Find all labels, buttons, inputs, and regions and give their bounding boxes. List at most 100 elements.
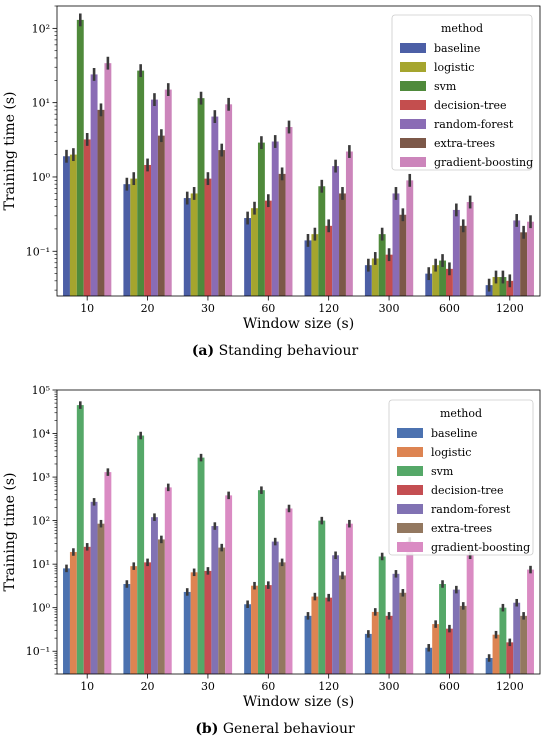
chart0-bar-baseline-20	[123, 184, 131, 296]
chart0-bar-gradient-boosting-10	[104, 63, 112, 296]
chart1-bar-gradient-boosting-60	[285, 508, 293, 674]
chart1-y-tick-label: 10⁰	[32, 602, 51, 615]
chart1-bar-baseline-30	[183, 591, 191, 674]
chart1-bar-svm-120	[318, 520, 326, 674]
caption-letter-standing: (a)	[191, 343, 215, 359]
chart0-x-tick-label: 60	[261, 302, 275, 315]
chart1-bar-decision-tree-60	[264, 585, 272, 674]
chart1-y-tick-label: 10³	[32, 471, 50, 484]
chart1-bar-random-forest-10	[90, 501, 98, 674]
chart1-bar-logistic-30	[190, 572, 198, 674]
chart1-x-tick-label: 60	[261, 680, 275, 693]
chart0-bar-baseline-600	[425, 273, 433, 296]
chart0-legend-swatch-svm	[400, 81, 426, 91]
chart0-bar-gradient-boosting-30	[225, 104, 233, 296]
chart1-bar-extra-trees-300	[399, 592, 407, 674]
chart0-legend-label-logistic: logistic	[434, 61, 474, 74]
chart0-legend-label-extra-trees: extra-trees	[434, 137, 495, 150]
chart1-legend-label-decision-tree: decision-tree	[431, 484, 504, 497]
chart0-bar-logistic-20	[130, 178, 138, 296]
chart0-y-axis-label: Training time (s)	[2, 92, 18, 211]
chart0-bar-baseline-60	[244, 218, 252, 296]
chart0-bar-svm-10	[76, 19, 84, 297]
chart1-legend-label-logistic: logistic	[431, 446, 471, 459]
chart0-bar-random-forest-300	[392, 193, 400, 296]
chart1-bar-svm-1200	[499, 607, 507, 674]
chart0-legend-label-gradient-boosting: gradient-boosting	[434, 156, 533, 169]
chart1-bar-decision-tree-20	[144, 562, 152, 674]
chart1-bar-gradient-boosting-120	[345, 523, 353, 674]
chart0-legend-swatch-decision-tree	[400, 100, 426, 110]
chart0-x-tick-label: 120	[318, 302, 339, 315]
chart1-legend-swatch-svm	[397, 466, 423, 476]
chart0-bar-gradient-boosting-1200	[527, 221, 534, 296]
chart0-bar-random-forest-20	[151, 99, 158, 296]
chart0-legend-swatch-extra-trees	[400, 138, 426, 148]
chart0-legend-box	[391, 14, 533, 171]
chart0-bar-logistic-30	[190, 193, 198, 296]
chart1-bar-extra-trees-30	[218, 547, 226, 674]
chart0-x-tick-label: 20	[141, 302, 155, 315]
chart0-x-tick-label: 1200	[496, 302, 524, 315]
chart1-bar-extra-trees-20	[157, 539, 165, 674]
chart0-bar-decision-tree-30	[204, 178, 212, 296]
chart1-y-axis-label: Training time (s)	[2, 473, 18, 592]
chart0-bar-random-forest-600	[452, 209, 460, 296]
chart1-bar-gradient-boosting-20	[164, 487, 172, 674]
chart0-legend-swatch-logistic	[400, 62, 426, 72]
chart0-bar-extra-trees-300	[399, 214, 407, 296]
chart1-plot-frame	[56, 389, 541, 675]
chart0-bar-svm-30	[197, 98, 205, 297]
chart1-x-axis-label: Window size (s)	[243, 694, 354, 710]
chart0-x-tick-label: 600	[439, 302, 460, 315]
chart0-bar-gradient-boosting-600	[466, 202, 474, 296]
chart0-bar-decision-tree-10	[83, 139, 91, 296]
chart0-bar-random-forest-10	[90, 74, 98, 296]
chart1-bar-logistic-60	[251, 585, 258, 674]
chart0-x-tick-label: 30	[201, 302, 215, 315]
chart1-bar-decision-tree-10	[83, 546, 91, 674]
chart1-bar-logistic-600	[432, 624, 440, 674]
chart1-y-tick-label: 10⁵	[32, 384, 50, 397]
chart1-bar-gradient-boosting-600	[466, 555, 474, 674]
chart0-legend-label-svm: svm	[434, 80, 457, 93]
chart1-bar-random-forest-600	[452, 589, 460, 674]
chart1-bar-svm-300	[378, 556, 386, 674]
chart1-x-tick-label: 20	[141, 680, 155, 693]
chart0-bar-decision-tree-300	[385, 254, 393, 296]
caption-standing: (a) Standing behaviour	[0, 343, 550, 359]
chart0-bar-svm-20	[137, 70, 145, 296]
chart0-bar-extra-trees-30	[218, 150, 226, 296]
chart0-bar-random-forest-60	[271, 141, 279, 296]
chart0-bar-extra-trees-1200	[520, 232, 528, 296]
chart0-bar-gradient-boosting-60	[285, 127, 293, 296]
chart1-legend-label-gradient-boosting: gradient-boosting	[431, 541, 530, 554]
chart1-bar-extra-trees-120	[339, 575, 346, 674]
chart1-bar-random-forest-20	[151, 517, 158, 674]
chart0-bar-extra-trees-600	[459, 225, 467, 296]
chart1-bar-svm-20	[137, 435, 145, 674]
chart1-legend-swatch-decision-tree	[397, 485, 423, 495]
chart0-bar-extra-trees-10	[97, 109, 105, 296]
chart0-bar-extra-trees-20	[157, 135, 165, 296]
chart0-bar-gradient-boosting-300	[406, 180, 414, 296]
chart0-bar-extra-trees-60	[278, 173, 286, 296]
chart1-legend-swatch-logistic	[397, 447, 423, 457]
chart0-legend-label-random-forest: random-forest	[434, 118, 514, 131]
chart1-legend-label-baseline: baseline	[431, 427, 477, 440]
caption-general: (b) General behaviour	[0, 721, 550, 737]
chart1-y-tick-label: 10¹	[32, 558, 50, 571]
chart0-bar-baseline-120	[304, 240, 312, 296]
chart1-bar-baseline-120	[304, 615, 312, 674]
chart-panel-standing: 10⁻¹ 10⁰ 10¹ 10² 10 20 30 60 120 300 600 1200 Window…	[0, 0, 550, 368]
chart0-bar-svm-60	[257, 142, 265, 296]
chart1-bar-random-forest-1200	[513, 602, 521, 674]
chart0-bar-random-forest-30	[211, 116, 219, 296]
chart0-bar-extra-trees-120	[339, 193, 346, 296]
chart0-bar-logistic-10	[69, 154, 77, 296]
chart0-legend-title: method	[441, 22, 483, 35]
chart0-y-tick-label: 10⁰	[32, 171, 51, 184]
chart1-bar-svm-30	[197, 457, 205, 674]
chart0-bar-logistic-60	[251, 208, 258, 296]
chart0-legend-label-decision-tree: decision-tree	[434, 99, 507, 112]
